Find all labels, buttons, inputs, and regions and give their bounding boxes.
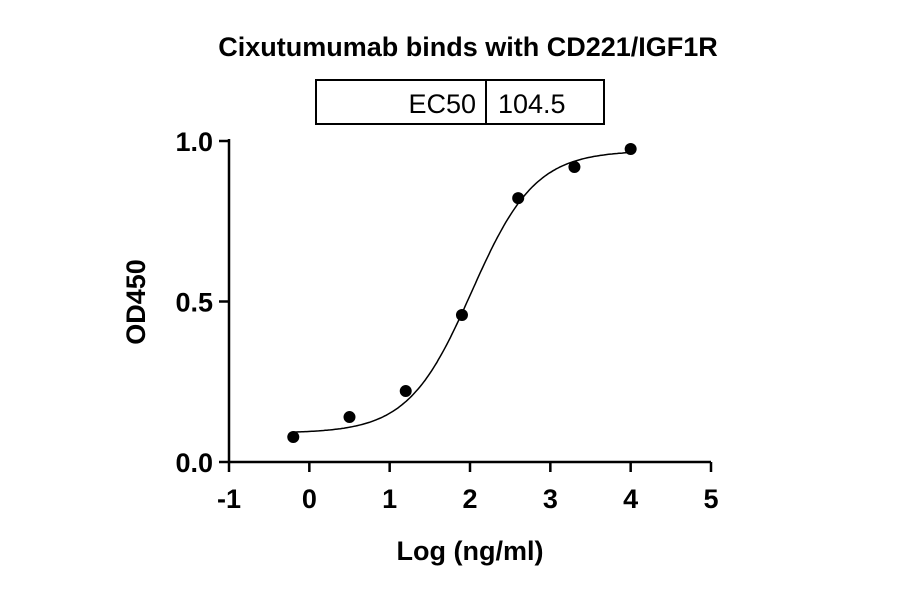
y-tick-label: 0.5 xyxy=(175,288,213,318)
x-tick-label: 1 xyxy=(382,484,397,514)
x-tick-label: 0 xyxy=(302,484,317,514)
y-tick-label: 0.0 xyxy=(175,448,213,478)
x-tick-label: -1 xyxy=(217,484,241,514)
data-point xyxy=(512,192,525,205)
x-tick-label: 3 xyxy=(543,484,558,514)
chart-title: Cixutumumab binds with CD221/IGF1R xyxy=(218,32,718,62)
x-tick-label: 5 xyxy=(703,484,718,514)
data-point xyxy=(399,385,412,398)
data-point xyxy=(287,430,300,443)
y-tick-label: 1.0 xyxy=(175,127,213,157)
ec50-table: EC50 104.5 xyxy=(315,79,605,125)
data-point xyxy=(343,411,356,424)
y-axis-label: OD450 xyxy=(121,259,151,345)
x-tick-label: 4 xyxy=(623,484,638,514)
data-point xyxy=(568,161,581,174)
x-axis-label: Log (ng/ml) xyxy=(397,536,544,566)
data-point xyxy=(624,143,637,156)
ec50-label: EC50 xyxy=(408,89,476,119)
x-tick-label: 2 xyxy=(462,484,477,514)
ec50-value: 104.5 xyxy=(498,89,566,119)
fit-curve xyxy=(293,151,631,433)
data-point xyxy=(455,308,468,321)
